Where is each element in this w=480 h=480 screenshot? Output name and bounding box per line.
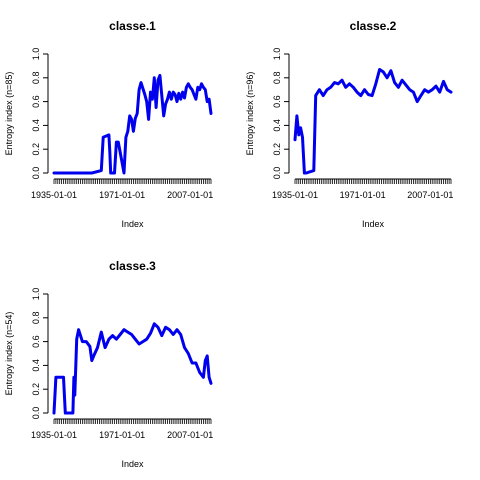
x-tick-label: 1971-01-01 — [99, 430, 145, 440]
y-tick-label: 0.8 — [31, 312, 41, 325]
x-tick-label: 1971-01-01 — [99, 190, 145, 200]
y-tick-label: 0.4 — [31, 359, 41, 372]
y-tick-label: 0.2 — [272, 143, 282, 156]
x-tick-label: 1935-01-01 — [272, 190, 318, 200]
x-axis-label: Index — [362, 219, 385, 229]
y-tick-label: 0.0 — [31, 167, 41, 180]
x-tick-label: 2007-01-01 — [167, 430, 213, 440]
y-tick-label: 0.0 — [272, 167, 282, 180]
y-axis-label: Entropy index (n=85) — [4, 72, 14, 156]
y-tick-label: 0.4 — [272, 119, 282, 132]
x-tick-label: 2007-01-01 — [407, 190, 453, 200]
y-tick-label: 0.6 — [31, 95, 41, 108]
y-tick-label: 0.8 — [272, 72, 282, 85]
y-tick-label: 0.2 — [31, 383, 41, 396]
y-tick-label: 0.2 — [31, 143, 41, 156]
chart-title: classe.2 — [350, 19, 397, 33]
chart-panel-3: classe.3 0.0 0.2 0.4 0.6 0.8 1.0 Entropy index … — [4, 259, 213, 469]
y-tick-label: 0.0 — [31, 407, 41, 420]
y-tick-label: 0.4 — [31, 119, 41, 132]
x-tick-label: 1935-01-01 — [31, 190, 77, 200]
x-axis-label: Index — [121, 219, 144, 229]
y-tick-label: 0.6 — [272, 95, 282, 108]
chart-panel-1: classe.1 0.0 0.2 0.4 0.6 0.8 1.0 Entropy index … — [4, 19, 213, 229]
chart-panel-2: classe.2 0.0 0.2 0.4 0.6 0.8 1.0 Entropy index … — [245, 19, 453, 229]
y-tick-label: 1.0 — [31, 288, 41, 301]
y-tick-label: 0.6 — [31, 335, 41, 348]
chart-title: classe.3 — [109, 259, 156, 273]
series-line-1 — [293, 68, 453, 175]
chart-title: classe.1 — [109, 19, 156, 33]
y-tick-label: 0.8 — [31, 72, 41, 85]
y-tick-label: 1.0 — [31, 48, 41, 61]
x-tick-label: 2007-01-01 — [167, 190, 213, 200]
x-axis-label: Index — [121, 459, 144, 469]
series-line-1 — [52, 322, 213, 415]
y-axis-label: Entropy index (n=96) — [245, 72, 255, 156]
y-axis-label: Entropy index (n=54) — [4, 312, 14, 396]
y-tick-label: 1.0 — [272, 48, 282, 61]
x-tick-label: 1971-01-01 — [340, 190, 386, 200]
x-tick-label: 1935-01-01 — [31, 430, 77, 440]
series-line-1 — [52, 73, 213, 175]
